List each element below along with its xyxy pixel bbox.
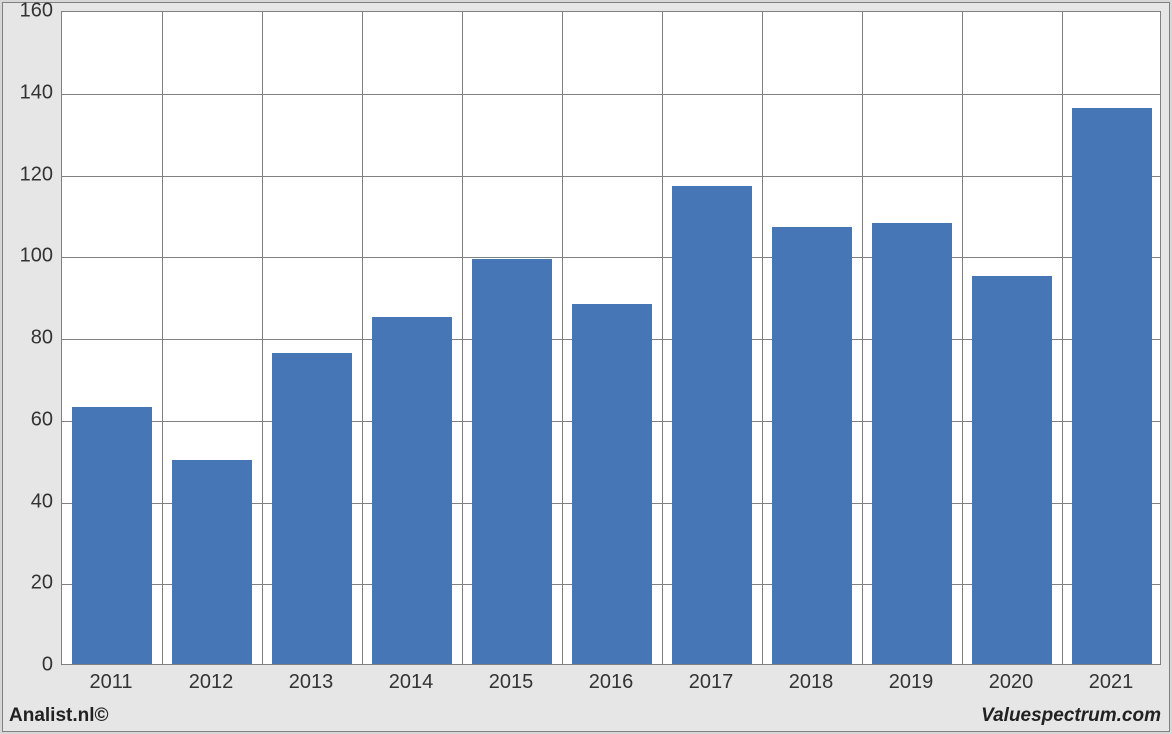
gridline-vertical [562, 12, 563, 664]
x-tick-label: 2020 [989, 671, 1034, 694]
gridline-horizontal [62, 94, 1160, 95]
bar [872, 223, 952, 664]
bar [172, 460, 252, 664]
chart-frame: 0 20 40 60 80 100 120 140 160 2011 2012 2013 2014 20… [2, 2, 1170, 732]
y-tick-label: 140 [3, 81, 53, 104]
gridline-vertical [1062, 12, 1063, 664]
footer-right-credit: Valuespectrum.com [981, 705, 1161, 727]
x-tick-label: 2017 [689, 671, 734, 694]
gridline-vertical [162, 12, 163, 664]
gridline-vertical [762, 12, 763, 664]
bar [572, 304, 652, 664]
gridline-vertical [362, 12, 363, 664]
bar [1072, 108, 1152, 664]
x-tick-label: 2015 [489, 671, 534, 694]
y-tick-label: 60 [3, 408, 53, 431]
bar [272, 353, 352, 664]
gridline-vertical [662, 12, 663, 664]
y-tick-label: 160 [3, 0, 53, 23]
y-tick-label: 100 [3, 245, 53, 268]
x-tick-label: 2019 [889, 671, 934, 694]
x-tick-label: 2018 [789, 671, 834, 694]
bar [472, 259, 552, 664]
x-tick-label: 2021 [1089, 671, 1134, 694]
y-tick-label: 20 [3, 572, 53, 595]
bar [972, 276, 1052, 664]
gridline-vertical [462, 12, 463, 664]
gridline-vertical [862, 12, 863, 664]
y-tick-label: 80 [3, 327, 53, 350]
x-tick-label: 2016 [589, 671, 634, 694]
bar [772, 227, 852, 664]
footer-left-credit: Analist.nl© [9, 705, 109, 727]
bar [72, 407, 152, 665]
y-tick-label: 0 [3, 654, 53, 677]
y-tick-label: 120 [3, 163, 53, 186]
gridline-horizontal [62, 257, 1160, 258]
y-tick-label: 40 [3, 490, 53, 513]
bar [372, 317, 452, 664]
gridline-horizontal [62, 176, 1160, 177]
gridline-vertical [962, 12, 963, 664]
x-tick-label: 2012 [189, 671, 234, 694]
x-tick-label: 2013 [289, 671, 334, 694]
plot-area [61, 11, 1161, 665]
x-tick-label: 2011 [89, 671, 132, 694]
gridline-vertical [262, 12, 263, 664]
x-tick-label: 2014 [389, 671, 434, 694]
bar [672, 186, 752, 664]
